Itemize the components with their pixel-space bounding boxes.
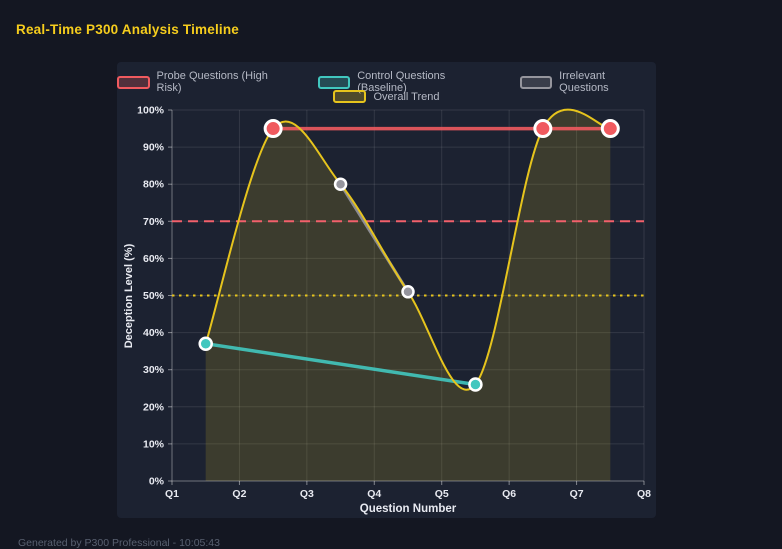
legend-row-2: Overall Trend (117, 90, 656, 103)
page-title: Real-Time P300 Analysis Timeline (16, 22, 240, 37)
legend-label: Overall Trend (373, 90, 440, 103)
y-tick-label: 80% (143, 179, 165, 191)
x-tick-label: Q6 (502, 488, 516, 500)
data-point (600, 119, 620, 139)
y-tick-label: 20% (143, 401, 165, 413)
x-tick-label: Q1 (165, 488, 179, 500)
x-axis-title: Question Number (360, 503, 457, 515)
x-tick-label: Q8 (637, 488, 651, 500)
legend-label: Control Questions (Baseline) (357, 70, 446, 94)
control-legend-swatch-icon (317, 75, 351, 89)
data-point (263, 119, 283, 139)
x-tick-label: Q2 (232, 488, 246, 500)
legend-label: Irrelevant Questions (559, 70, 609, 94)
y-tick-label: 90% (143, 142, 165, 154)
y-tick-label: 70% (143, 216, 165, 228)
data-point (468, 377, 483, 392)
legend-row-1: Probe Questions (High Risk) Control Ques… (117, 70, 656, 94)
irrelevant-legend-swatch-icon (519, 75, 553, 89)
chart-canvas: 0% 10% 20% 30% 40% 50% 60% 70% 80% 90% 100% Q1 Q2 Q3 Q… (123, 105, 651, 516)
chart-card: 0% 10% 20% 30% 40% 50% 60% 70% 80% 90% 100% Q1 Q2 Q3 Q… (117, 62, 656, 518)
legend-item-probe[interactable]: Probe Questions (High Risk) (117, 70, 294, 94)
y-tick-label: 0% (149, 476, 165, 488)
x-tick-label: Q7 (570, 488, 584, 500)
y-axis-title: Deception Level (%) (123, 243, 135, 348)
legend-item-irrelevant[interactable]: Irrelevant Questions (519, 70, 656, 94)
data-point (533, 119, 553, 139)
probe-legend-swatch-icon (117, 75, 150, 89)
legend-item-trend[interactable]: Overall Trend (333, 90, 440, 103)
x-tick-label: Q5 (435, 488, 449, 500)
y-tick-label: 10% (143, 438, 165, 450)
legend-label: Probe Questions (High Risk) (156, 70, 268, 94)
page-footer: Generated by P300 Professional - 10:05:4… (18, 537, 220, 549)
data-point (401, 285, 415, 299)
y-tick-label: 100% (137, 105, 165, 117)
legend-item-control[interactable]: Control Questions (Baseline) (317, 70, 496, 94)
y-tick-label: 50% (143, 290, 165, 302)
series-line (203, 341, 478, 387)
data-point (333, 177, 348, 191)
y-tick-label: 60% (143, 253, 165, 265)
y-tick-label: 30% (143, 364, 165, 376)
x-tick-label: Q3 (300, 488, 314, 500)
x-tick-label: Q4 (367, 488, 381, 500)
trend-legend-swatch-icon (333, 90, 367, 103)
y-tick-label: 40% (143, 327, 165, 339)
data-point (198, 336, 213, 351)
